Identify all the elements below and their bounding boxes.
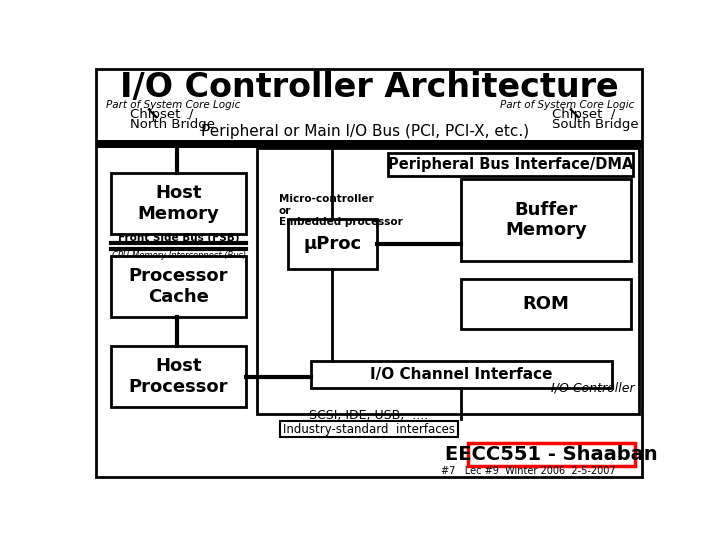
Text: μProc: μProc [303, 235, 361, 253]
Text: I/O Controller Architecture: I/O Controller Architecture [120, 71, 618, 104]
Text: Peripheral Bus Interface/DMA: Peripheral Bus Interface/DMA [388, 157, 634, 172]
Bar [388, 153, 633, 177]
Text: Chipset  /: Chipset / [552, 109, 616, 122]
Bar [111, 173, 246, 234]
Bar [111, 256, 246, 318]
Text: Buffer
Memory: Buffer Memory [505, 200, 587, 239]
Text: CPU-Memory Interconnect (Bus): CPU-Memory Interconnect (Bus) [112, 251, 246, 260]
Text: Front Side Bus (FSB): Front Side Bus (FSB) [118, 233, 240, 243]
Text: Host
Processor: Host Processor [129, 357, 228, 396]
Text: South Bridge: South Bridge [552, 118, 639, 131]
Text: SCSI, IDE, USB,  ....: SCSI, IDE, USB, .... [310, 409, 428, 422]
Text: #7   Lec #9  Winter 2006  2-5-2007: #7 Lec #9 Winter 2006 2-5-2007 [441, 467, 616, 476]
Text: I/O Channel Interface: I/O Channel Interface [370, 367, 553, 382]
Text: EECC551 - Shaaban: EECC551 - Shaaban [445, 445, 658, 464]
Text: Peripheral or Main I/O Bus (PCI, PCI-X, etc.): Peripheral or Main I/O Bus (PCI, PCI-X, … [201, 124, 529, 139]
Bar [467, 443, 636, 466]
Bar [111, 346, 246, 408]
Bar [311, 361, 611, 388]
Bar [96, 140, 642, 148]
Bar [281, 421, 457, 437]
Text: Host
Memory: Host Memory [138, 184, 220, 223]
Text: Micro-controller
or
Embedded processor: Micro-controller or Embedded processor [279, 194, 402, 227]
Bar [257, 148, 639, 414]
Text: North Bridge: North Bridge [130, 118, 215, 131]
Text: ROM: ROM [523, 295, 570, 313]
Text: I/O Controller: I/O Controller [551, 382, 634, 395]
Text: Processor
Cache: Processor Cache [129, 267, 228, 306]
Text: Part of System Core Logic: Part of System Core Logic [500, 100, 634, 110]
Bar [288, 219, 377, 269]
Bar [462, 279, 631, 329]
Text: Chipset  /: Chipset / [130, 109, 194, 122]
Text: Industry-standard  interfaces: Industry-standard interfaces [283, 422, 455, 435]
Bar [462, 179, 631, 261]
Text: Part of System Core Logic: Part of System Core Logic [106, 100, 240, 110]
